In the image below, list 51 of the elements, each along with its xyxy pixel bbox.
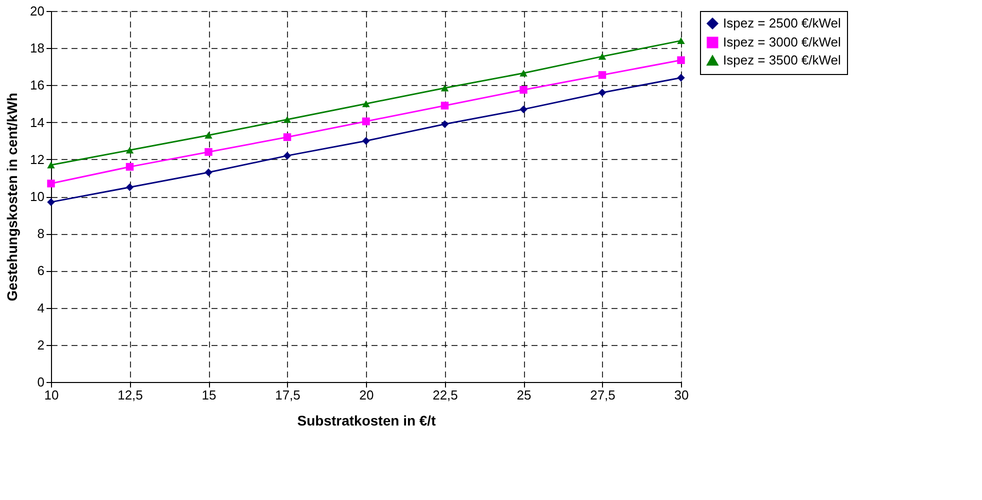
x-tick-label: 15 — [202, 388, 216, 402]
point — [598, 88, 606, 96]
x-tick-label: 20 — [359, 388, 374, 402]
y-tick-label: 0 — [37, 374, 44, 390]
legend-label: Ispez = 2500 €/kWel — [723, 16, 842, 30]
point — [440, 102, 449, 110]
y-tick-label: 4 — [37, 300, 44, 316]
point — [677, 56, 685, 64]
point — [598, 71, 606, 79]
point — [204, 132, 212, 139]
point — [520, 105, 528, 114]
x-tick-label: 22,5 — [432, 388, 458, 402]
y-tick-label: 18 — [30, 40, 44, 56]
point — [283, 133, 292, 142]
point — [126, 162, 134, 171]
point — [598, 53, 606, 60]
y-tick-label: 14 — [30, 114, 44, 130]
x-tick-label: 27,5 — [590, 388, 616, 402]
point — [520, 70, 528, 76]
x-tick-label: 30 — [674, 388, 689, 402]
x-tick-label: 17,5 — [275, 388, 300, 402]
point — [126, 146, 134, 154]
point — [677, 37, 685, 44]
point — [47, 162, 55, 168]
point — [204, 148, 212, 156]
legend-label: Ispez = 3500 €/kWel — [723, 52, 842, 68]
point — [362, 118, 370, 126]
point — [440, 120, 449, 128]
point — [677, 74, 685, 82]
point — [283, 116, 292, 123]
legend-label: Ispez = 3000 €/kWel — [723, 34, 842, 50]
point — [47, 198, 55, 206]
y-tick-label: 8 — [37, 226, 44, 242]
point — [204, 168, 212, 176]
x-axis-title: Substratkosten in €/t — [297, 412, 436, 428]
point — [520, 86, 528, 94]
y-tick-label: 10 — [30, 189, 44, 204]
point — [47, 180, 55, 188]
y-tick-label: 12 — [30, 152, 44, 167]
point — [362, 136, 370, 145]
y-axis-title: Gestehungskosten in cent/kWh — [4, 92, 20, 302]
x-tick-label: 12,5 — [118, 388, 143, 402]
point — [283, 152, 292, 160]
y-tick-label: 16 — [30, 78, 44, 93]
y-tick-label: 20 — [30, 4, 44, 18]
point — [440, 84, 449, 92]
point — [126, 183, 134, 192]
y-tick-label: 6 — [37, 263, 44, 278]
point — [362, 100, 370, 108]
y-tick-label: 2 — [37, 337, 44, 352]
x-tick-label: 25 — [516, 388, 532, 402]
